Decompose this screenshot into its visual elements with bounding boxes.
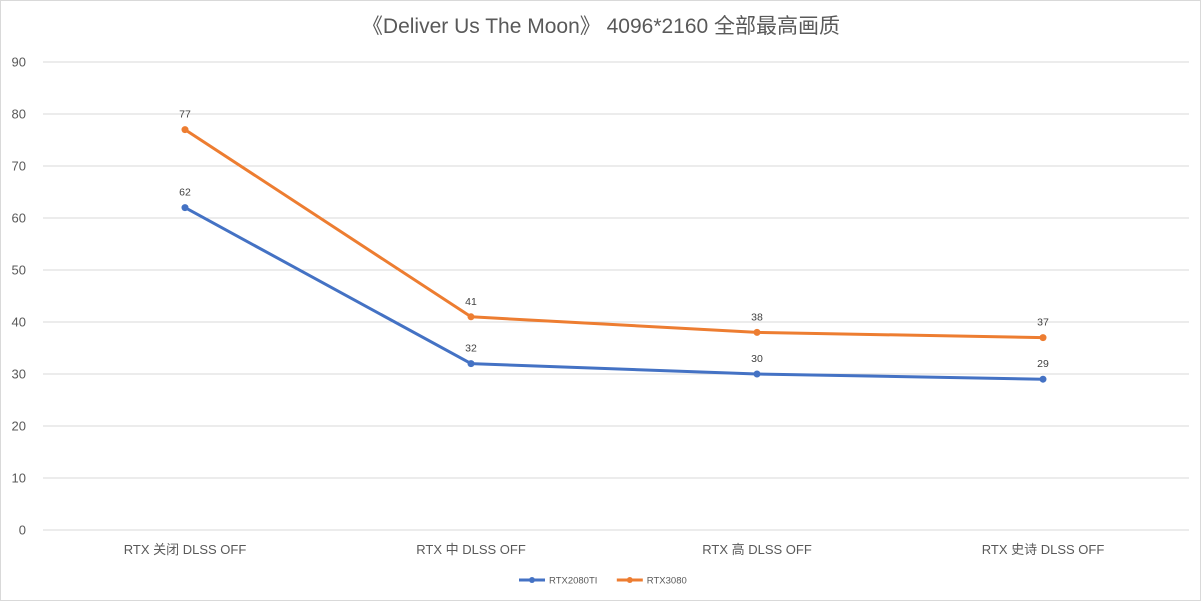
y-tick-label: 0: [19, 523, 26, 538]
data-point: [1039, 334, 1047, 342]
series-group: [181, 126, 1047, 383]
series-line-rtx3080: [183, 128, 1045, 340]
y-tick-label: 30: [12, 367, 26, 382]
series-line-rtx2080ti: [183, 206, 1045, 381]
data-point: [1039, 375, 1047, 383]
x-axis: RTX 关闭 DLSS OFF RTX 中 DLSS OFF RTX 高 DLSS …: [124, 542, 1105, 557]
data-labels: 62 32 30 29 77 41 38 37: [179, 109, 1049, 371]
data-label: 62: [179, 187, 191, 199]
y-tick-label: 90: [12, 55, 26, 70]
data-label: 38: [751, 311, 763, 323]
data-label: 37: [1037, 317, 1049, 329]
y-tick-label: 60: [12, 211, 26, 226]
data-label: 30: [751, 353, 763, 365]
legend-label: RTX3080: [647, 576, 687, 587]
data-point: [467, 360, 475, 368]
data-point: [753, 328, 761, 336]
gridlines: [43, 61, 1189, 531]
y-tick-label: 80: [12, 107, 26, 122]
y-tick-label: 10: [12, 471, 26, 486]
x-category-label: RTX 史诗 DLSS OFF: [982, 542, 1105, 557]
data-point: [181, 126, 189, 134]
legend: RTX2080TI RTX3080: [519, 576, 687, 587]
legend-swatch-marker: [626, 577, 633, 583]
data-label: 77: [179, 109, 191, 121]
legend-label: RTX2080TI: [549, 576, 597, 587]
legend-swatch-marker: [529, 577, 535, 583]
x-category-label: RTX 高 DLSS OFF: [702, 542, 812, 557]
y-tick-label: 40: [12, 315, 26, 330]
data-point: [181, 204, 189, 212]
chart-title: 《Deliver Us The Moon》 4096*2160 全部最高画质: [362, 15, 840, 38]
y-tick-label: 70: [12, 159, 26, 174]
y-tick-label: 50: [12, 263, 26, 278]
x-category-label: RTX 关闭 DLSS OFF: [124, 542, 247, 557]
data-label: 32: [465, 343, 477, 355]
x-category-label: RTX 中 DLSS OFF: [416, 542, 526, 557]
data-point: [753, 370, 761, 378]
data-label: 41: [465, 296, 477, 308]
y-tick-label: 20: [12, 419, 26, 434]
data-label: 29: [1037, 358, 1049, 370]
data-point: [467, 313, 475, 321]
y-axis: 0 10 20 30 40 50 60 70 80 90: [12, 55, 26, 538]
